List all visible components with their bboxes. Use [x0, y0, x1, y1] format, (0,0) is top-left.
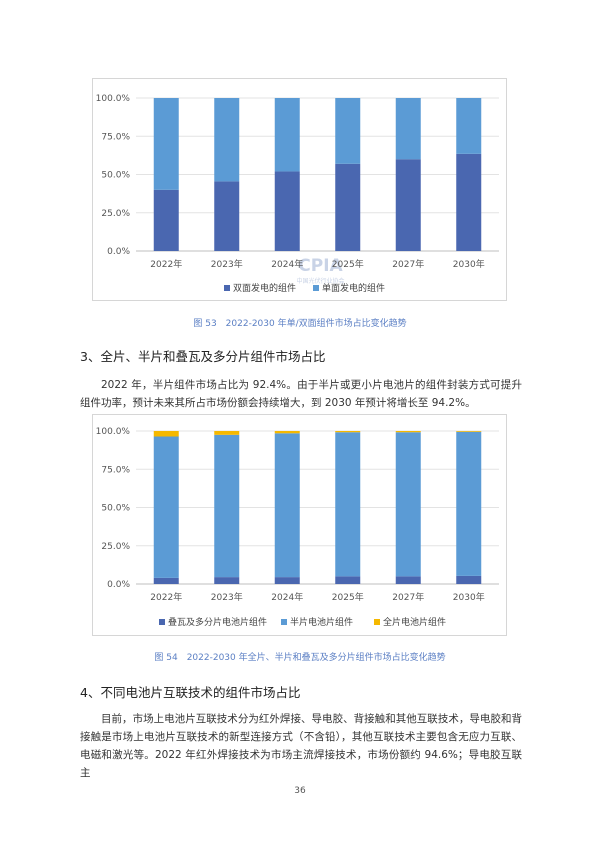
bar-segment	[335, 576, 361, 584]
section-3-heading: 3、全片、半片和叠瓦及多分片组件市场占比	[80, 349, 326, 364]
legend-swatch	[224, 285, 230, 291]
bar-segment	[153, 577, 179, 584]
svg-text:中国光伏行业协会: 中国光伏行业协会	[296, 277, 344, 285]
x-tick-label: 2025年	[332, 591, 364, 603]
bar-segment	[153, 431, 179, 437]
bar-segment	[214, 181, 240, 251]
chart-54: 0.0% 25.0% 50.0% 75.0% 100.0% 2022年 2023年 2024年…	[92, 414, 507, 636]
bar-segment	[335, 163, 361, 251]
legend-label: 半片电池片组件	[290, 616, 353, 628]
x-tick-label: 2022年	[150, 258, 182, 270]
bar-segment	[214, 577, 240, 584]
x-tick-label: 2023年	[211, 591, 243, 603]
x-tick-label: 2024年	[271, 591, 303, 603]
figure-54-caption: 图 54 2022-2030 年全片、半片和叠瓦及多分片组件市场占比变化趋势	[154, 653, 446, 663]
legend-swatch	[281, 619, 287, 625]
y-tick-label: 50.0%	[101, 171, 130, 181]
y-tick-label: 0.0%	[107, 247, 130, 257]
bar-segment	[153, 98, 179, 190]
y-tick-label: 100.0%	[96, 94, 131, 104]
x-tick-label: 2024年	[271, 258, 303, 270]
bar-segment	[214, 98, 240, 182]
bar-segment	[456, 575, 482, 584]
bar-segment	[395, 431, 421, 433]
bar-segment	[335, 431, 361, 433]
bar-segment	[274, 433, 300, 578]
bar-segment	[395, 432, 421, 577]
legend-swatch	[159, 619, 165, 625]
bar-segment	[395, 159, 421, 251]
bar-segment	[214, 434, 240, 578]
legend-swatch	[313, 285, 319, 291]
x-tick-label: 2023年	[211, 258, 243, 270]
bar-segment	[274, 431, 300, 434]
bar-segment	[335, 98, 361, 164]
x-tick-label: 2027年	[392, 591, 424, 603]
bar-segment	[153, 189, 179, 251]
chart-54-svg: 0.0% 25.0% 50.0% 75.0% 100.0% 2022年 2023年 2024年…	[96, 427, 499, 628]
y-tick-label: 0.0%	[107, 580, 130, 590]
bar-segment	[456, 431, 482, 576]
bar-segment	[395, 98, 421, 160]
bar-segment	[214, 431, 240, 435]
bar-segment	[274, 98, 300, 172]
legend-label: 单面发电的组件	[322, 282, 385, 294]
legend-label: 双面发电的组件	[233, 282, 296, 294]
bar-segment	[274, 171, 300, 251]
y-tick-label: 75.0%	[101, 132, 130, 142]
chart-53-svg: 0.0%25.0%50.0%75.0%100.0%CPIA中国光伏行业协会202…	[96, 94, 499, 294]
bar-segment	[335, 432, 361, 577]
x-tick-label: 2030年	[453, 258, 485, 270]
y-tick-label: 50.0%	[101, 504, 130, 514]
section-4-heading: 4、不同电池片互联技术的组件市场占比	[80, 685, 301, 700]
bar-segment	[456, 431, 482, 432]
x-tick-label: 2025年	[332, 258, 364, 270]
y-tick-label: 75.0%	[101, 465, 130, 475]
legend-label: 全片电池片组件	[383, 616, 446, 628]
bar-segment	[274, 577, 300, 584]
section-4-paragraph: 目前，市场上电池片互联技术分为红外焊接、导电胶、背接触和其他互联技术，导电胶和背…	[80, 713, 522, 779]
y-tick-label: 25.0%	[101, 209, 130, 219]
legend-label: 叠瓦及多分片电池片组件	[168, 616, 267, 628]
bar-segment	[456, 98, 482, 154]
bar-segment	[395, 576, 421, 584]
figure-53-caption: 图 53 2022-2030 年单/双面组件市场占比变化趋势	[193, 319, 407, 329]
y-tick-label: 100.0%	[96, 427, 131, 437]
page-number: 36	[294, 786, 306, 796]
x-tick-label: 2030年	[453, 591, 485, 603]
bar-segment	[153, 436, 179, 578]
legend-swatch	[374, 619, 380, 625]
x-tick-label: 2022年	[150, 591, 182, 603]
x-tick-label: 2027年	[392, 258, 424, 270]
svg-text:CPIA: CPIA	[298, 256, 343, 276]
y-tick-label: 25.0%	[101, 542, 130, 552]
bar-segment	[456, 153, 482, 251]
section-3-paragraph: 2022 年，半片组件市场占比为 92.4%。由于半片或更小片电池片的组件封装方…	[80, 379, 522, 409]
chart-53: 0.0% 25.0% 50.0% 75.0% 100.0% CPIA 中国光伏行业协会 202…	[92, 78, 507, 301]
